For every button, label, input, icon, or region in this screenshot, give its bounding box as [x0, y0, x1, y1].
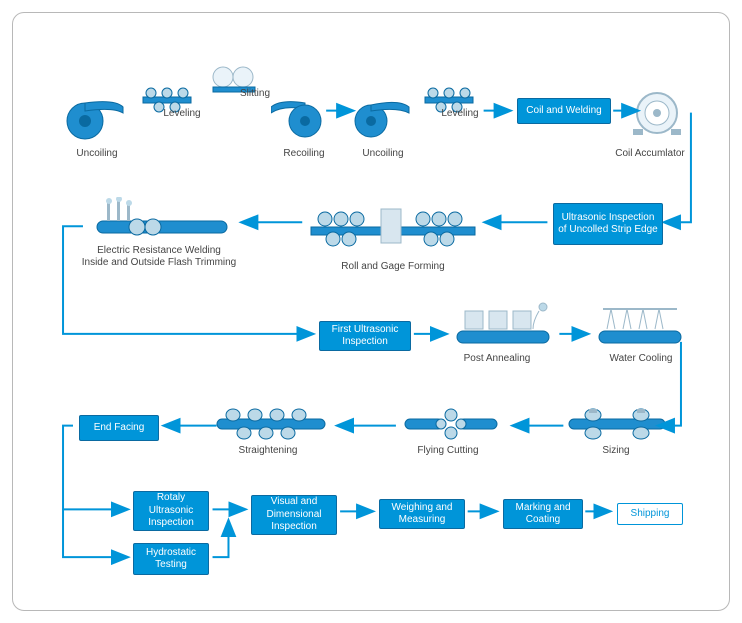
uncoiling1-machine [65, 83, 125, 143]
end_facing-box: End Facing [79, 415, 159, 441]
erw-machine [87, 197, 237, 241]
post-anneal-machine [451, 301, 555, 349]
post_anneal-label: Post Annealing [457, 353, 537, 365]
flying-cut-machine [399, 405, 503, 441]
arrow-16 [213, 521, 229, 557]
coil_weld-box: Coil and Welding [517, 98, 611, 124]
sizing-label: Sizing [591, 445, 641, 457]
leveling1-label: Leveling [159, 108, 205, 120]
leveling2-label: Leveling [437, 108, 483, 120]
us_edge-box: Ultrasonic Inspection of Uncolled Strip … [553, 203, 663, 245]
water-cool-machine [593, 301, 687, 349]
uncoiling1-label: Uncoiling [69, 148, 125, 160]
fly_cut-label: Flying Cutting [411, 445, 485, 457]
coil_accum-label: Coil Accumlator [607, 148, 693, 160]
straight-label: Straightening [231, 445, 305, 457]
erw-label: Electric Resistance Welding Inside and O… [69, 245, 249, 269]
straightening-machine [211, 405, 331, 441]
weigh-box: Weighing and Measuring [379, 499, 465, 529]
water_cool-label: Water Cooling [601, 353, 681, 365]
shipping-box: Shipping [617, 503, 683, 525]
sizing-machine [563, 405, 671, 441]
recoiling-label: Recoiling [279, 148, 329, 160]
arrow-14 [63, 509, 127, 557]
rotary_us-box: Rotaly Ultrasonic Inspection [133, 491, 209, 531]
roll-gage-machine [305, 199, 481, 255]
arrow-6 [63, 226, 312, 334]
uncoiling2-machine [353, 83, 411, 143]
first_us-box: First Ultrasonic Inspection [319, 321, 411, 351]
vis_dim-box: Visual and Dimensional Inspection [251, 495, 337, 535]
roll_gage-label: Roll and Gage Forming [333, 261, 453, 273]
coil-accumulator-machine [633, 89, 681, 137]
recoiling-machine [271, 83, 325, 143]
slitting-label: Slitting [235, 88, 275, 100]
hydro-box: Hydrostatic Testing [133, 543, 209, 575]
mark_coat-box: Marking and Coating [503, 499, 583, 529]
uncoiling2-label: Uncoiling [355, 148, 411, 160]
